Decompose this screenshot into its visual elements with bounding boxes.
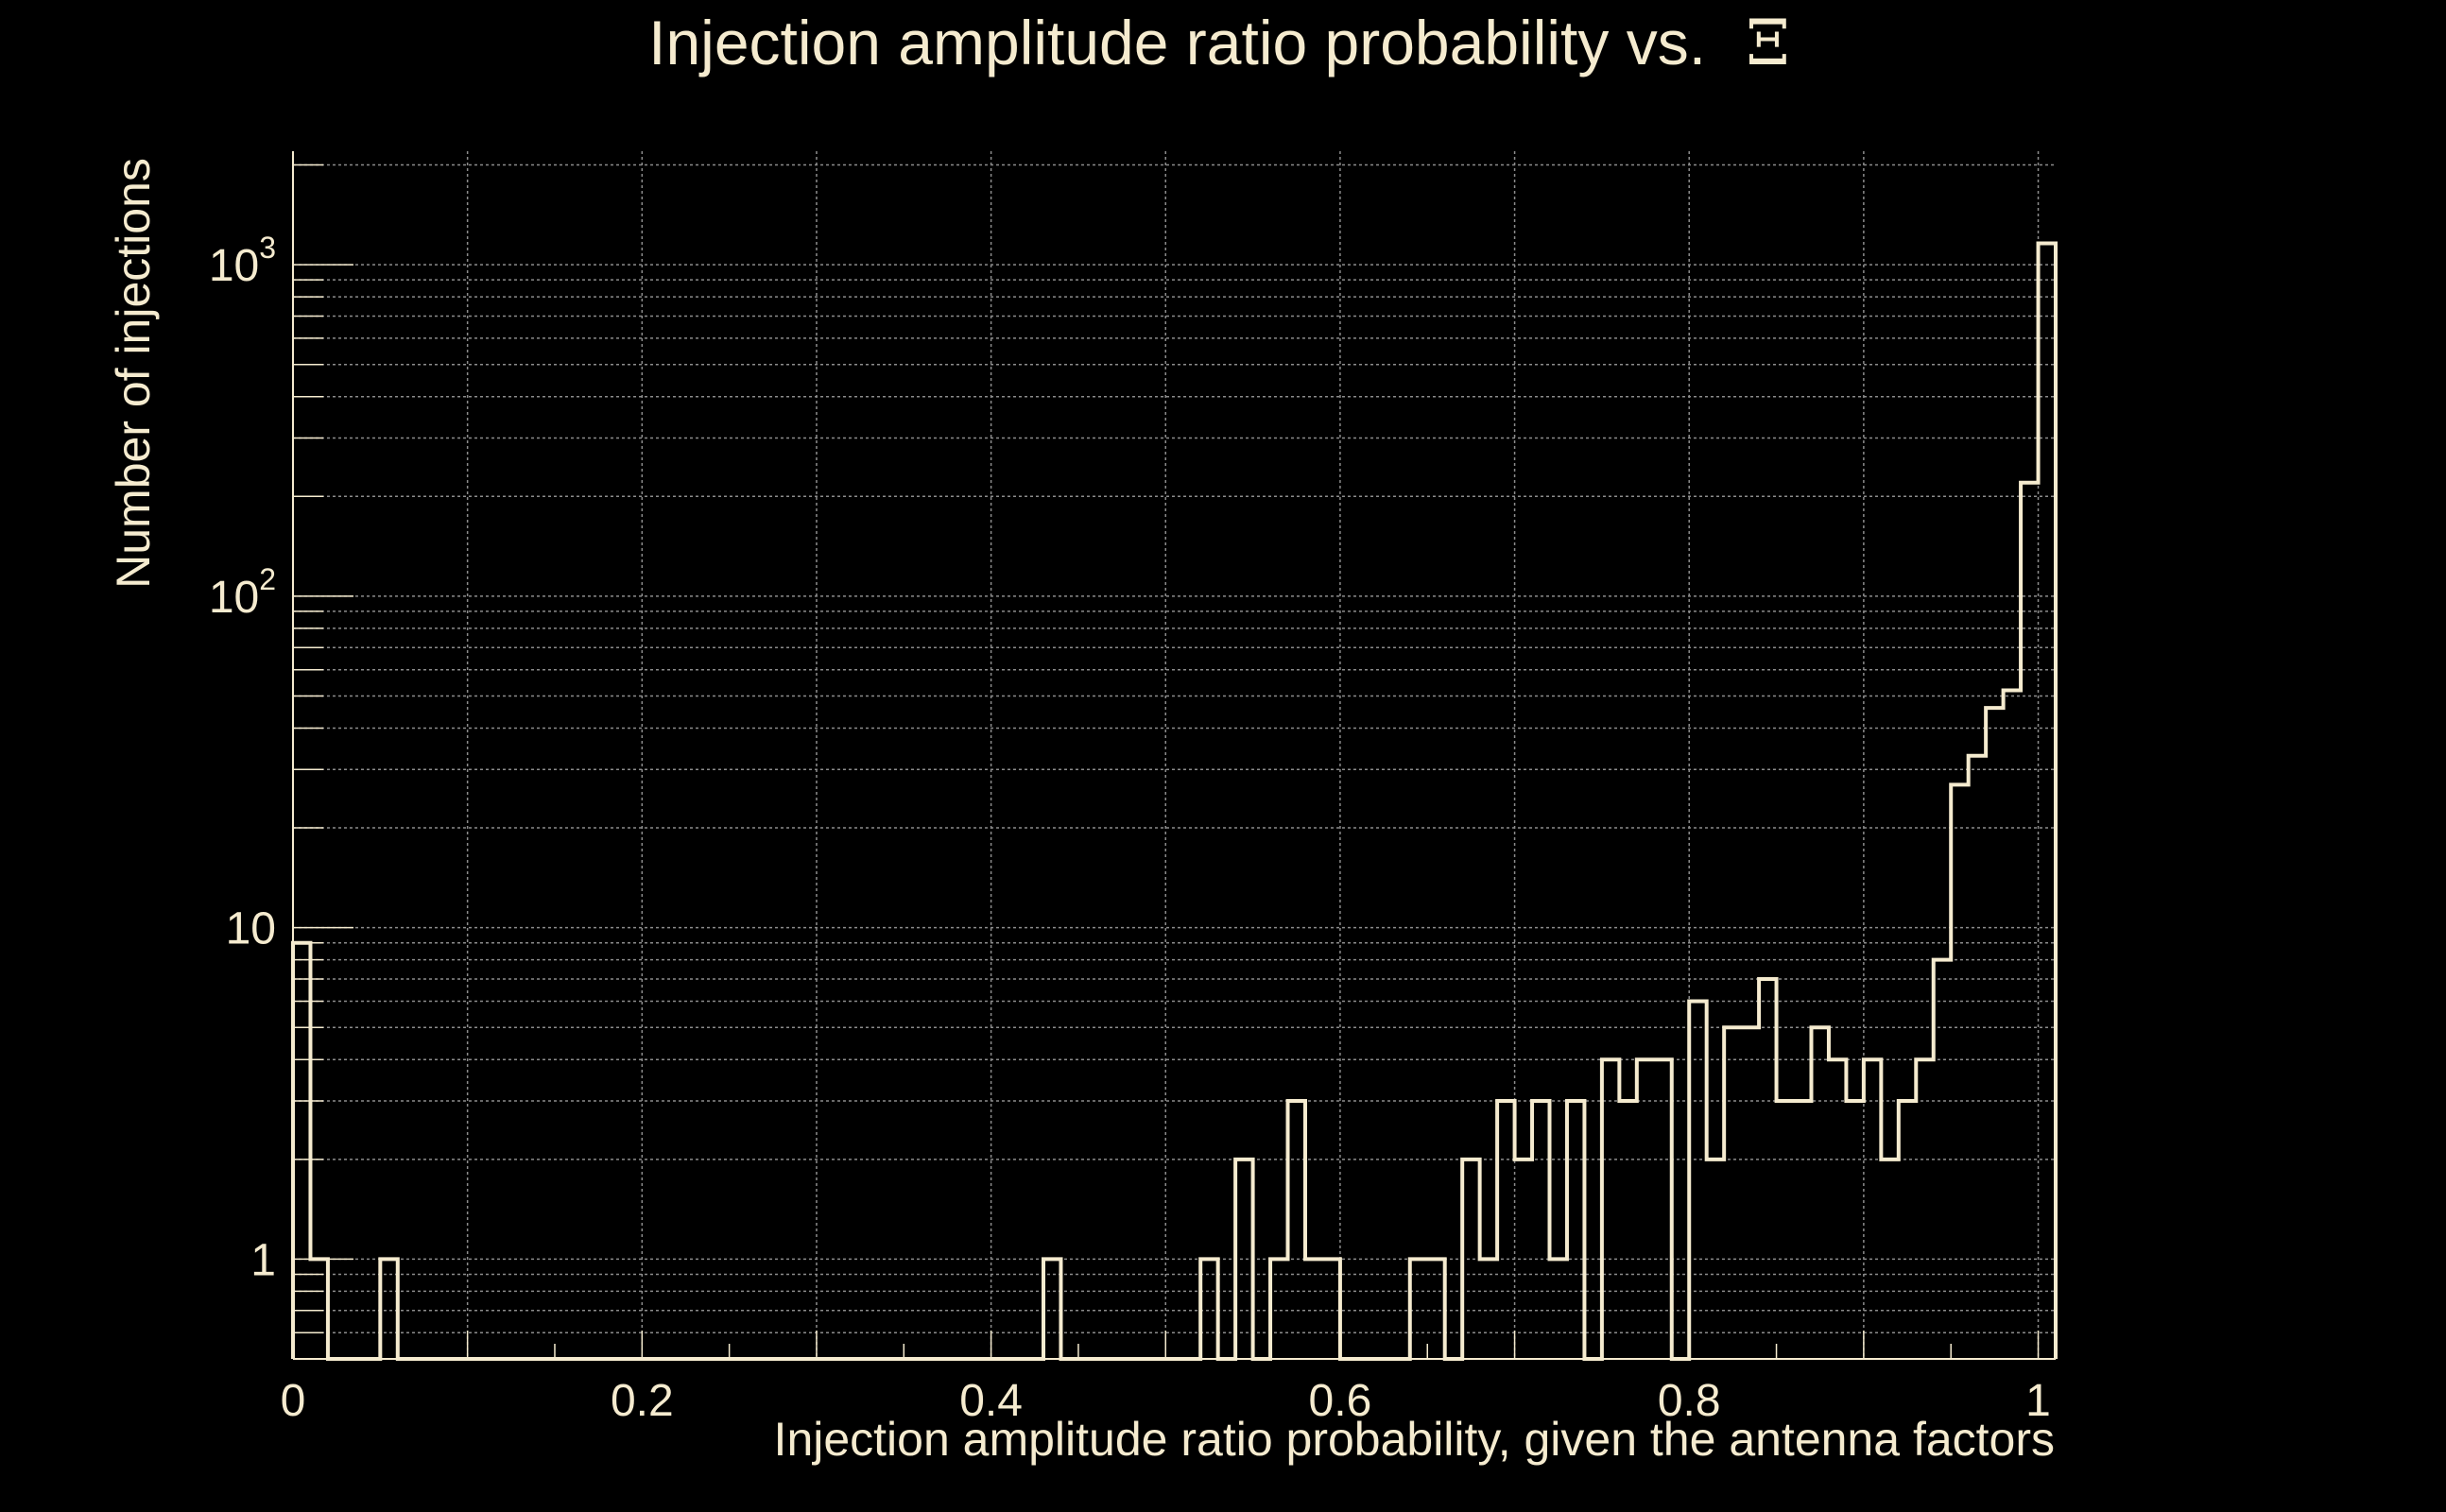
x-tick-label: 0.6 — [1309, 1376, 1372, 1426]
histogram-bin — [1707, 1160, 1724, 1359]
histogram-bin — [1951, 784, 1968, 1359]
chart-title-symbol: Ξ — [1746, 7, 1789, 79]
y-tick-label: 103 — [209, 231, 276, 291]
histogram-bin — [1969, 756, 1986, 1359]
y-tick-label: 1 — [250, 1235, 276, 1285]
chart-title: Injection amplitude ratio probability vs… — [648, 7, 1790, 79]
histogram-bin — [1846, 1101, 1863, 1359]
x-tick-label: 0.8 — [1658, 1376, 1721, 1426]
histogram-bin — [1235, 1160, 1252, 1359]
x-axis-label: Injection amplitude ratio probability, g… — [774, 1413, 2055, 1466]
histogram-bin — [1602, 1059, 1619, 1359]
histogram-bin — [1270, 1259, 1287, 1359]
x-tick-label: 1 — [2025, 1376, 2051, 1426]
x-tick-labels: 0 0.2 0.4 0.6 0.8 1 — [281, 1376, 2051, 1426]
histogram-bin — [1689, 1001, 1706, 1359]
histogram-outline — [291, 241, 2058, 1361]
histogram-bin — [1427, 1259, 1444, 1359]
histogram-bin — [1829, 1059, 1846, 1359]
x-tick-label: 0 — [281, 1376, 306, 1426]
histogram-bin — [1654, 1059, 1671, 1359]
histogram-bin — [1480, 1259, 1497, 1359]
histogram-bin — [1777, 1101, 1794, 1359]
x-tick-label: 0.4 — [959, 1376, 1023, 1426]
histogram-bin — [1759, 979, 1776, 1359]
histogram-bin — [1916, 1059, 1933, 1359]
grid-lines — [293, 151, 2056, 1360]
histogram-bins — [293, 244, 2056, 1359]
histogram-bin — [2021, 483, 2038, 1359]
histogram-bin — [1864, 1059, 1881, 1359]
y-tick-label: 10 — [226, 904, 276, 954]
histogram-bin — [1881, 1160, 1898, 1359]
y-tick-labels: 1 10 102 103 — [209, 231, 276, 1285]
histogram-bin — [1811, 1027, 1828, 1359]
histogram-bin — [1899, 1101, 1916, 1359]
axes — [292, 151, 2056, 1360]
histogram-bin — [1742, 1027, 1759, 1359]
y-tick-label: 102 — [209, 562, 276, 623]
histogram-bin — [1986, 708, 2003, 1359]
histogram-bin — [1567, 1101, 1584, 1359]
histogram-bin — [1934, 960, 1951, 1359]
histogram-bin — [1043, 1259, 1060, 1359]
histogram-bin — [1637, 1059, 1654, 1359]
histogram-bin — [1462, 1160, 1479, 1359]
histogram-bin — [1497, 1101, 1514, 1359]
histogram-bin — [1619, 1101, 1636, 1359]
histogram-bin — [1532, 1101, 1549, 1359]
histogram-bin — [2039, 244, 2056, 1359]
histogram-bin — [1288, 1101, 1305, 1359]
y-axis-label: Number of injections — [107, 158, 160, 589]
histogram-bin — [293, 943, 310, 1359]
x-tick-label: 0.2 — [611, 1376, 674, 1426]
chart-title-text: Injection amplitude ratio probability vs… — [648, 8, 1706, 77]
histogram-bin — [1724, 1027, 1741, 1359]
histogram-bin — [1794, 1101, 1811, 1359]
